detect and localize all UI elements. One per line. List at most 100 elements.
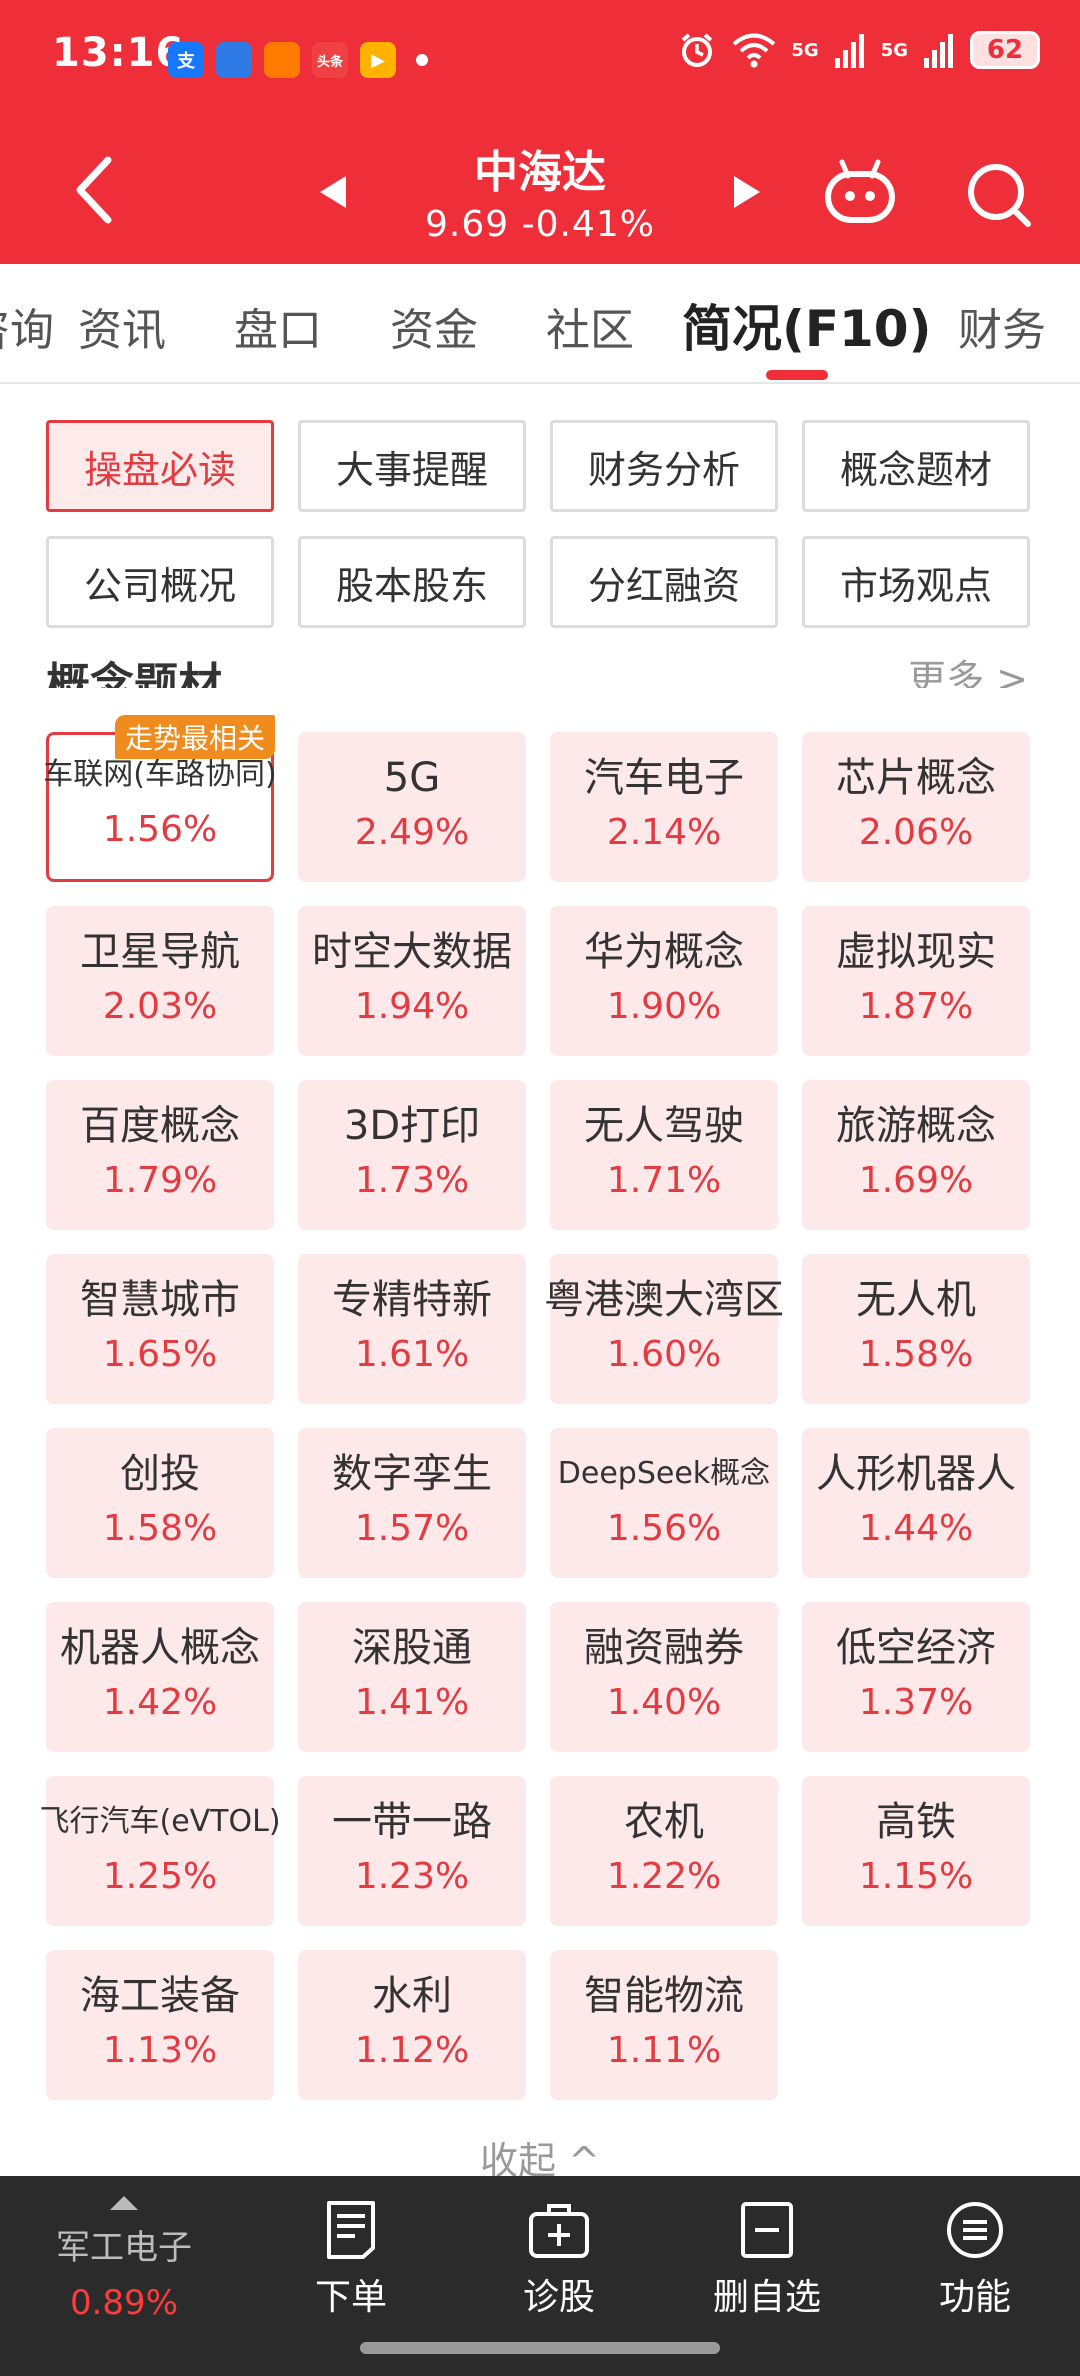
- concept-name: 专精特新: [332, 1277, 492, 1323]
- subnav-button[interactable]: 概念题材: [802, 420, 1030, 512]
- concept-name: 人形机器人: [816, 1451, 1016, 1497]
- concept-card[interactable]: 农机 1.22%: [550, 1776, 778, 1926]
- concept-name: 3D打印: [343, 1103, 481, 1149]
- subnav-button[interactable]: 市场观点: [802, 536, 1030, 628]
- back-arrow-icon[interactable]: [60, 150, 130, 230]
- more-link[interactable]: 更多 >: [908, 657, 1028, 688]
- concept-card[interactable]: 人形机器人 1.44%: [802, 1428, 1030, 1578]
- subnav-button[interactable]: 公司概况: [46, 536, 274, 628]
- concept-change: 1.56%: [606, 1508, 722, 1549]
- concept-card[interactable]: 数字孪生 1.57%: [298, 1428, 526, 1578]
- concept-card[interactable]: DeepSeek概念 1.56%: [550, 1428, 778, 1578]
- concept-card[interactable]: 融资融券 1.40%: [550, 1602, 778, 1752]
- signal-icon-2: [924, 34, 953, 68]
- remove-watchlist-label: 删自选: [712, 2277, 821, 2318]
- battery-indicator: 62: [970, 31, 1040, 69]
- tab-f10-overview[interactable]: 简况(F10): [682, 300, 932, 358]
- concept-name: 数字孪生: [332, 1451, 492, 1497]
- more-notifications-dot: [416, 54, 428, 66]
- concept-card[interactable]: 水利 1.12%: [298, 1950, 526, 2100]
- subnav-button[interactable]: 操盘必读: [46, 420, 274, 512]
- battery-level: 62: [986, 35, 1024, 65]
- concept-change: 1.23%: [354, 1856, 470, 1897]
- concept-change: 2.14%: [606, 812, 722, 853]
- concept-card[interactable]: 卫星导航 2.03%: [46, 906, 274, 1056]
- concept-change: 1.61%: [354, 1334, 470, 1375]
- concept-card[interactable]: 海工装备 1.13%: [46, 1950, 274, 2100]
- stock-quote: 9.69 -0.41%: [425, 204, 655, 245]
- wifi-icon: [733, 33, 776, 68]
- collapse-button[interactable]: 收起 ^: [480, 2139, 600, 2183]
- concept-card[interactable]: 百度概念 1.79%: [46, 1080, 274, 1230]
- concept-card[interactable]: 飞行汽车(eVTOL) 1.25%: [39, 1776, 281, 1926]
- concept-card[interactable]: 专精特新 1.61%: [298, 1254, 526, 1404]
- diagnose-button[interactable]: 诊股: [484, 2200, 634, 2320]
- subnav-button[interactable]: 股本股东: [298, 536, 526, 628]
- concept-name: 百度概念: [80, 1103, 240, 1149]
- concept-section-header: 概念题材 更多 >: [0, 632, 1080, 688]
- concept-change: 1.42%: [102, 1682, 218, 1723]
- tab-community[interactable]: 社区: [546, 305, 634, 356]
- search-icon[interactable]: [962, 158, 1034, 230]
- concept-card[interactable]: 深股通 1.41%: [298, 1602, 526, 1752]
- concept-name: 汽车电子: [584, 755, 744, 801]
- concept-change: 1.58%: [102, 1508, 218, 1549]
- tab-partial-left[interactable]: 咨询: [0, 305, 54, 356]
- concept-card[interactable]: 创投 1.58%: [46, 1428, 274, 1578]
- concept-name: 卫星导航: [80, 929, 240, 975]
- concept-change: 1.58%: [858, 1334, 974, 1375]
- concept-card[interactable]: 3D打印 1.73%: [298, 1080, 526, 1230]
- previous-stock-icon[interactable]: [316, 172, 352, 212]
- concept-change: 1.15%: [858, 1856, 974, 1897]
- concept-card[interactable]: 粤港澳大湾区 1.60%: [544, 1254, 784, 1404]
- concept-card[interactable]: 旅游概念 1.69%: [802, 1080, 1030, 1230]
- concept-card[interactable]: 机器人概念 1.42%: [46, 1602, 274, 1752]
- signal-type-1: 5G: [791, 39, 819, 61]
- concept-card[interactable]: 时空大数据 1.94%: [298, 906, 526, 1056]
- concept-card[interactable]: 华为概念 1.90%: [550, 906, 778, 1056]
- robot-assistant-icon[interactable]: [822, 158, 898, 228]
- concept-card[interactable]: 高铁 1.15%: [802, 1776, 1030, 1926]
- related-sector[interactable]: 军工电子 0.89%: [38, 2184, 210, 2323]
- concept-card[interactable]: 无人机 1.58%: [802, 1254, 1030, 1404]
- concept-name: 融资融券: [584, 1625, 744, 1671]
- concept-card[interactable]: 智慧城市 1.65%: [46, 1254, 274, 1404]
- concept-change: 2.06%: [858, 812, 974, 853]
- title-row: 中海达 9.69 -0.41%: [0, 120, 1080, 260]
- alarm-icon: [682, 33, 713, 67]
- concept-card[interactable]: 低空经济 1.37%: [802, 1602, 1030, 1752]
- order-icon: [327, 2201, 375, 2259]
- concept-card[interactable]: 汽车电子 2.14%: [550, 732, 778, 882]
- concept-name: 智慧城市: [80, 1277, 240, 1323]
- concept-card[interactable]: 虚拟现实 1.87%: [802, 906, 1030, 1056]
- menu-button[interactable]: 功能: [900, 2200, 1050, 2320]
- remove-watchlist-button[interactable]: 删自选: [692, 2200, 842, 2320]
- next-stock-icon[interactable]: [728, 172, 764, 212]
- concept-card[interactable]: 无人驾驶 1.71%: [550, 1080, 778, 1230]
- concept-name: 旅游概念: [836, 1103, 996, 1149]
- concept-card[interactable]: 智能物流 1.11%: [550, 1950, 778, 2100]
- subnav-button[interactable]: 财务分析: [550, 420, 778, 512]
- concept-name: 5G: [383, 755, 441, 801]
- tab-funds[interactable]: 资金: [390, 305, 478, 356]
- concept-name: 海工装备: [80, 1973, 240, 2019]
- tab-news[interactable]: 资讯: [78, 305, 166, 356]
- status-indicators: 5G 5G 62: [677, 30, 1040, 70]
- concept-card[interactable]: 芯片概念 2.06%: [802, 732, 1030, 882]
- tab-finance[interactable]: 财务: [958, 305, 1046, 356]
- subnav-button[interactable]: 分红融资: [550, 536, 778, 628]
- status-bar: 13:16 支 头条 ▶ 5G 5G: [0, 0, 1080, 116]
- home-indicator[interactable]: [360, 2342, 720, 2354]
- subnav-button[interactable]: 大事提醒: [298, 420, 526, 512]
- concept-card[interactable]: 5G 2.49%: [298, 732, 526, 882]
- concept-name: 华为概念: [584, 929, 744, 975]
- section-title: 概念题材: [46, 659, 222, 688]
- concept-card[interactable]: 一带一路 1.23%: [298, 1776, 526, 1926]
- stock-name: 中海达: [474, 147, 606, 198]
- concept-change: 1.41%: [354, 1682, 470, 1723]
- concept-change: 1.57%: [354, 1508, 470, 1549]
- tab-order-book[interactable]: 盘口: [234, 305, 322, 356]
- order-button[interactable]: 下单: [276, 2200, 426, 2320]
- concept-name: 创投: [120, 1451, 200, 1497]
- concept-card[interactable]: 走势最相关 车联网(车路协同) 1.56%: [43, 715, 277, 882]
